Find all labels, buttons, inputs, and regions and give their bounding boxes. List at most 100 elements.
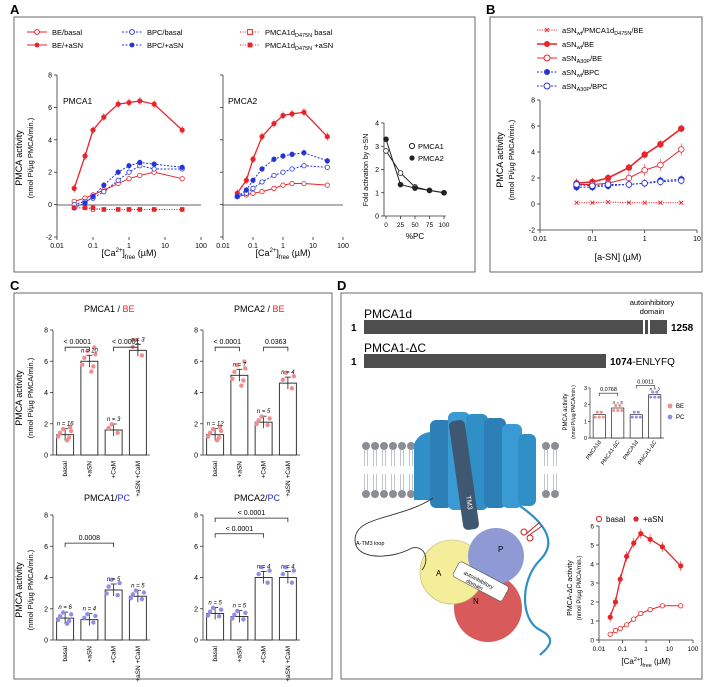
a2-series-1-point — [271, 121, 277, 127]
dc-asn-point — [617, 576, 623, 582]
dc-asn-point — [647, 536, 653, 542]
legend-b-row1-label: aSNwt/PMCA1dD475N/BE — [562, 26, 643, 37]
pmca1d-start: 1 — [351, 323, 357, 334]
c3-dot — [115, 592, 120, 598]
dc-basal-point — [638, 610, 644, 617]
lipid-tail-top — [409, 450, 413, 466]
c2-dot — [242, 359, 247, 364]
d-bar-dot — [649, 395, 653, 399]
panel-a-ylabel-2: (nmol Pi/µg PMCA/min.) — [26, 117, 35, 198]
legend-b-row5-label: aSNA30P/BPC — [562, 82, 608, 93]
panel-b-frame — [489, 16, 703, 273]
d-bar-ytick-label: 2 — [584, 403, 587, 409]
d-bar-dot — [632, 410, 636, 414]
d-bar-n-label: n = 3 — [650, 387, 661, 392]
b-series-2-point — [657, 161, 664, 169]
lipid-head-bottom — [542, 490, 550, 498]
a1-series-2-point — [151, 166, 157, 172]
c4-title: PMCA2/PC — [234, 493, 281, 503]
lipid-tail-top — [373, 450, 377, 466]
c2-dot — [210, 426, 216, 432]
c3-n-label: n = 4 — [83, 607, 97, 613]
c1-n-label: n = 3 — [107, 417, 121, 423]
c3-n-label: n = 5 — [107, 577, 121, 583]
c4-p-value: < 0.0001 — [226, 526, 254, 533]
dc-ytick-label: 4 — [590, 562, 594, 569]
a1-series-1-point — [101, 114, 107, 120]
fold-pmca2-point — [397, 181, 404, 188]
c3-dot — [133, 588, 139, 593]
c4-dot — [289, 580, 295, 585]
c3-category-label: basal — [62, 645, 69, 661]
c4-ytick-label: 6 — [194, 544, 198, 551]
lipid-tail-bottom — [373, 474, 377, 490]
dc-asn-point — [624, 553, 630, 560]
b-series-1-point — [641, 151, 648, 158]
d-bar-dot — [657, 395, 661, 399]
a2-series-1-point — [289, 111, 295, 117]
c1-dot — [91, 364, 96, 369]
legend-bpc-basal-label: BPC/basal — [147, 28, 183, 37]
lipid-head-top — [407, 442, 415, 450]
c1-dot — [55, 434, 61, 439]
a1-series-0-point — [126, 176, 132, 182]
b-series-2-point — [625, 174, 633, 182]
a2-series-3-point — [250, 177, 256, 183]
lipid-tail-top — [364, 450, 368, 466]
svg-text:basal: basal — [606, 515, 625, 524]
a2-series-2-point — [250, 185, 256, 191]
c4-chart: 0 2 4 6 8 n = 5 basal n = 5 +aSN n = 4 +CaM n = 4 +a… — [194, 510, 300, 682]
d-bar-dot — [612, 409, 616, 412]
c2-n-label: n = 12 — [207, 422, 225, 428]
b-series-2-point — [678, 146, 685, 153]
a1-series-5-point — [115, 207, 121, 212]
d-bar-ylabel-2: (nmol Pi/µg PMCA/min.) — [571, 385, 577, 439]
c4-ytick-label: 0 — [194, 638, 198, 645]
legend-b-row2-label: aSNwt/BE — [562, 40, 594, 51]
d-bar-legend: BE PC — [667, 403, 685, 421]
domain-diagram: PMCA1d 1 1258 autoinhibitory domain PMCA… — [351, 298, 694, 368]
a1-ytick-label: 0 — [48, 202, 52, 209]
a2-xtick-label: 1 — [281, 243, 285, 250]
a1-xtick-label: 0.01 — [50, 243, 64, 250]
lipid-tail-top — [391, 450, 395, 466]
a2-xtick-label: 0.01 — [216, 243, 230, 250]
c4-dot — [256, 571, 261, 577]
c4-n-label: n = 4 — [257, 565, 271, 571]
autoinhibitory-label-2: domain — [640, 307, 665, 316]
a2-series-2-point — [271, 172, 277, 179]
a1-series-5-point — [90, 205, 96, 211]
legend-b-row4: aSNwt/BPC — [537, 68, 600, 79]
c1-dot — [109, 422, 114, 427]
c2-dot — [217, 424, 223, 430]
lipid-tail-bottom — [400, 474, 404, 490]
legend-pmca-asn-label: PMCA1dD475N +aSN — [265, 41, 333, 52]
a1-series-5-point — [101, 207, 107, 212]
c2-dot — [265, 422, 270, 428]
a1-series-3-point — [126, 163, 132, 169]
d-bar-p-value: 0.0011 — [637, 380, 653, 386]
a1-series-3-point — [82, 200, 88, 206]
c3-bar — [128, 595, 147, 641]
panel-a-fold-plot: Fold activation by α-SN %PC PMCA1 PMCA2 … — [363, 121, 450, 242]
svg-text:PMCA1: PMCA1 — [418, 142, 444, 151]
fold-pmca2-point — [426, 187, 433, 194]
b-ytick-label: 0 — [531, 202, 535, 209]
lipid-tail-top — [544, 450, 548, 466]
c1-ytick-label: 8 — [44, 328, 48, 335]
a1-series-5-point — [179, 207, 185, 212]
c2-p-value: 0.0363 — [265, 339, 287, 346]
a1-series-3-point — [115, 169, 121, 175]
a1-series-1-point — [82, 153, 88, 159]
c2-significance-bracket — [214, 346, 240, 352]
a1-series-2-point — [126, 169, 132, 175]
c1-n-label: n = 16 — [57, 422, 75, 428]
lipid-tail-bottom — [382, 474, 386, 490]
c3-dot — [93, 613, 98, 619]
c2-dot — [259, 414, 264, 419]
b-series-1-point — [678, 125, 685, 132]
a2-series-1-point — [301, 109, 307, 115]
c2-dot — [239, 383, 244, 388]
b-series-1-point — [657, 140, 664, 148]
fold-ytick-label: 1 — [375, 190, 379, 197]
